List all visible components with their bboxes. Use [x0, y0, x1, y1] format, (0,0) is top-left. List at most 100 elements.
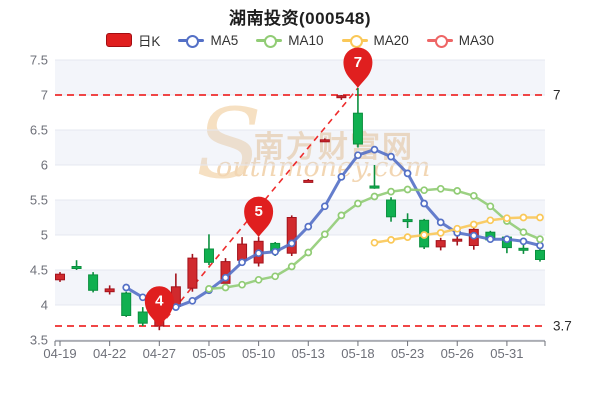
y-axis-label: 3.5	[30, 333, 48, 348]
ma10-point	[320, 230, 329, 239]
candle-05-12	[286, 215, 297, 256]
candle-05-06	[220, 258, 231, 287]
candle-05-20	[386, 197, 397, 222]
candle-04-19	[55, 272, 65, 282]
legend-item-label: MA10	[288, 32, 324, 48]
y-axis-label: 5.5	[30, 193, 48, 208]
marker-pin-label: 7	[354, 54, 362, 71]
ma5-point	[519, 237, 528, 246]
candle-04-29	[187, 253, 198, 292]
legend-item-label: MA5	[210, 32, 239, 48]
x-axis-label: 05-05	[192, 346, 225, 361]
ma5-point	[254, 249, 263, 258]
ma5-point	[122, 283, 131, 292]
page-title: 湖南投资(000548)	[228, 9, 372, 28]
candle-04-21	[88, 272, 99, 293]
candle-05-13	[303, 179, 314, 183]
ma10-point	[370, 192, 379, 201]
ma5-point	[536, 241, 544, 250]
ma5-point	[172, 303, 180, 311]
x-axis-label: 05-18	[341, 346, 374, 361]
ma10-point	[354, 199, 362, 208]
ma5-line	[122, 145, 544, 312]
x-axis-label: 05-26	[441, 346, 474, 361]
axes: 7.5 7 6.5 6 5.5 5 4.5 4 3.504-19 04-22 04-27 05-05 0…	[30, 53, 546, 361]
ma-line-legend-icon	[341, 34, 368, 48]
ma10-point	[205, 285, 213, 293]
ma5-point	[188, 296, 197, 305]
ma5-point	[304, 222, 313, 231]
y-axis-label: 5	[41, 228, 48, 243]
ma10-point	[453, 187, 462, 195]
ma10-point	[486, 202, 495, 211]
candle-05-16	[319, 138, 330, 143]
x-axis-label: 05-13	[292, 346, 325, 361]
x-axis-label: 04-19	[43, 346, 76, 361]
ma10-point	[387, 187, 395, 196]
ma5-point	[387, 152, 395, 161]
ma10-point	[221, 283, 230, 292]
ma20-point	[387, 236, 395, 244]
ma-line-legend-icon	[178, 34, 205, 48]
ma5-point	[271, 247, 280, 256]
ma20-point	[536, 213, 544, 222]
ma20-point	[519, 213, 528, 222]
ma20-line	[370, 213, 544, 247]
candle-04-26	[137, 307, 148, 326]
x-axis-label: 04-27	[143, 346, 176, 361]
ref-line-label: 7	[553, 88, 561, 103]
ma20-point	[503, 214, 511, 223]
ma5-point	[420, 199, 428, 208]
marker-pin-5: 5	[244, 196, 274, 238]
legend-item-MA5[interactable]: MA5	[178, 33, 238, 48]
ma-line-legend-icon	[426, 34, 453, 48]
candle-05-05	[203, 234, 214, 266]
candle-05-23	[402, 213, 413, 228]
legend-item-MA10[interactable]: MA10	[256, 32, 324, 48]
candle-06-02	[535, 248, 545, 262]
split-bands	[55, 60, 545, 305]
ma10-point	[403, 185, 412, 194]
ma5-point	[436, 218, 445, 227]
candle-04-22	[104, 285, 115, 295]
legend: 日K MA5 MA10 MA20 MA30	[0, 30, 600, 50]
ma20-point	[436, 229, 445, 237]
y-axis-label: 6.5	[30, 123, 48, 138]
ma20-point	[453, 224, 462, 233]
legend-item-label: 日K	[137, 34, 161, 49]
ma10-point	[304, 248, 313, 257]
x-axis-label: 04-22	[93, 346, 126, 361]
x-axis-label: 05-31	[490, 346, 523, 361]
ma20-point	[370, 238, 379, 247]
kline-legend-swatch-icon	[105, 33, 132, 47]
marker-pin-label: 4	[155, 293, 164, 310]
ma10-point	[469, 191, 478, 200]
candle-05-18	[352, 88, 363, 148]
legend-item-MA20[interactable]: MA20	[341, 33, 409, 48]
legend-item-label: MA30	[458, 32, 495, 48]
ma5-point	[469, 231, 478, 240]
marker-pin-4: 4	[144, 286, 174, 327]
ma10-point	[519, 228, 528, 237]
ma10-point	[238, 280, 246, 289]
candle-05-17	[336, 95, 347, 100]
y-axis-label: 7.5	[30, 53, 48, 68]
ma5-point	[221, 273, 230, 282]
legend-item-K[interactable]: 日K	[105, 30, 161, 50]
ma20-point	[403, 233, 412, 241]
y-axis-label: 6	[41, 158, 48, 173]
ma5-point	[370, 145, 379, 154]
ma-line-legend-icon	[256, 34, 283, 48]
legend-item-MA30[interactable]: MA30	[426, 32, 495, 48]
ma10-point	[536, 235, 544, 244]
ma10-point	[287, 262, 296, 271]
ma5-point	[287, 239, 296, 248]
ref-line-label: 3.7	[553, 319, 572, 334]
candle-04-25	[121, 291, 132, 317]
candle-05-19	[369, 165, 380, 189]
ma20-point	[469, 220, 478, 229]
ma10-line	[205, 184, 544, 293]
ma10-point	[337, 211, 346, 220]
ma10-point	[436, 184, 445, 193]
